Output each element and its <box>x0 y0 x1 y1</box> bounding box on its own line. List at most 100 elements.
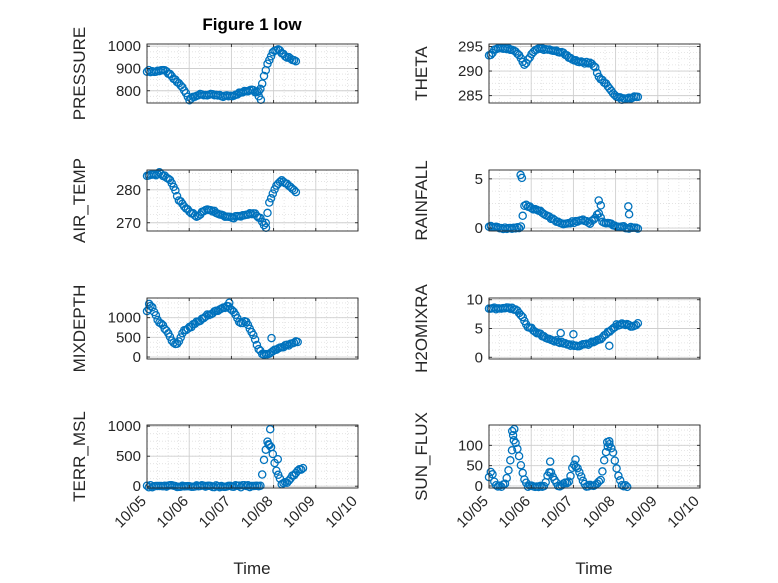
data-point <box>265 424 275 434</box>
data-point <box>486 467 496 477</box>
data-point <box>171 186 180 195</box>
data-point <box>621 481 630 490</box>
data-point <box>272 466 281 475</box>
data-point <box>265 440 274 450</box>
subplot-h2omixra: 0 5 10 H2OMIXRA <box>412 283 701 373</box>
x-tick-label: 10/06 <box>495 493 534 532</box>
data-point <box>594 477 604 486</box>
x-tick-label: 10/07 <box>538 493 577 532</box>
data-point <box>291 187 301 197</box>
data-point <box>273 454 283 464</box>
subplot-mixdepth: 0 500 1000 MIXDEPTH <box>70 285 359 373</box>
subplot-rainfall: 0 5 RAINFALL <box>412 160 701 241</box>
data-point <box>622 482 632 492</box>
x-tick-label: 10/08 <box>580 493 619 532</box>
y-tick-label: 1000 <box>108 38 141 55</box>
y-tick-label: 0 <box>133 349 141 366</box>
y-axis-label: TERR_MSL <box>70 411 89 502</box>
data-point <box>238 318 247 328</box>
data-point <box>596 201 606 210</box>
data-point <box>495 481 504 490</box>
y-tick-label: 0 <box>475 220 483 237</box>
data-point <box>518 211 527 221</box>
x-tick-label: 10/10 <box>664 493 703 532</box>
data-point <box>254 92 264 101</box>
data-point <box>259 220 269 230</box>
data-point <box>573 463 582 473</box>
x-tick-label: 10/09 <box>622 493 661 532</box>
data-point <box>633 224 643 233</box>
data-point <box>507 426 517 436</box>
data-point <box>268 189 278 198</box>
y-axis-label: MIXDEPTH <box>70 285 89 373</box>
data-point <box>564 477 574 486</box>
data-point <box>562 478 572 488</box>
data-point <box>605 341 614 351</box>
y-tick-label: 5 <box>475 321 483 338</box>
data-point <box>582 57 591 67</box>
data-point <box>599 456 609 465</box>
subplot-terr_msl: 0 500 1000 TERR_MSL 10/05 10/06 10/07 10/08 10/0… <box>70 411 361 531</box>
y-tick-label: 800 <box>116 83 141 100</box>
data-point <box>265 198 274 207</box>
y-tick-label: 50 <box>466 458 483 475</box>
y-axis-label: THETA <box>412 46 431 101</box>
data-point <box>151 311 161 320</box>
y-tick-label: 500 <box>116 329 141 346</box>
data-point <box>596 475 605 485</box>
data-point <box>608 448 618 457</box>
x-tick-label: 10/10 <box>322 493 361 532</box>
data-point <box>598 467 607 476</box>
data-point <box>264 439 273 449</box>
axes-box <box>146 169 359 232</box>
data-point <box>556 328 565 338</box>
figure-title: Figure 1 low <box>202 15 302 34</box>
data-point <box>169 338 178 347</box>
data-point <box>566 471 575 481</box>
data-point <box>527 203 536 213</box>
subplot-pressure: 800 900 1000 PRESSURE <box>70 27 359 121</box>
data-point <box>291 56 301 66</box>
data-point <box>539 481 549 491</box>
y-axis-label: AIR_TEMP <box>70 158 89 243</box>
data-point <box>261 218 271 228</box>
data-point <box>257 79 267 88</box>
data-point <box>174 337 184 346</box>
data-point <box>289 185 299 195</box>
data-point <box>172 339 182 348</box>
data-point <box>633 92 643 102</box>
data-point <box>633 318 643 328</box>
data-point <box>516 460 526 470</box>
data-point <box>280 52 290 61</box>
data-point <box>571 455 580 464</box>
data-point <box>631 320 641 330</box>
axes-box <box>146 297 359 360</box>
y-tick-label: 295 <box>458 38 483 55</box>
data-point <box>506 456 515 465</box>
x-tick-label: 10/07 <box>196 493 235 532</box>
x-tick-label: 10/05 <box>453 493 492 532</box>
subplot-air_temp: 270 280 AIR_TEMP <box>70 158 359 243</box>
data-point <box>614 471 623 481</box>
x-tick-label: 10/09 <box>280 493 319 532</box>
axes-box <box>488 43 701 104</box>
data-point <box>605 437 614 446</box>
y-axis-label: RAINFALL <box>412 160 431 240</box>
data-point <box>296 465 306 474</box>
y-tick-label: 10 <box>466 292 483 309</box>
data-point <box>589 61 598 71</box>
data-point <box>243 320 253 330</box>
data-point <box>190 211 200 220</box>
data-point <box>263 208 272 218</box>
data-point <box>576 472 586 481</box>
data-point <box>250 335 260 344</box>
data-point <box>504 466 513 475</box>
data-point <box>628 93 637 102</box>
y-tick-label: 100 <box>458 437 483 454</box>
x-tick-label: 10/08 <box>238 493 277 532</box>
y-axis-label: PRESSURE <box>70 27 89 121</box>
data-point <box>257 470 267 479</box>
data-point <box>594 196 603 205</box>
axes-box <box>146 43 359 104</box>
